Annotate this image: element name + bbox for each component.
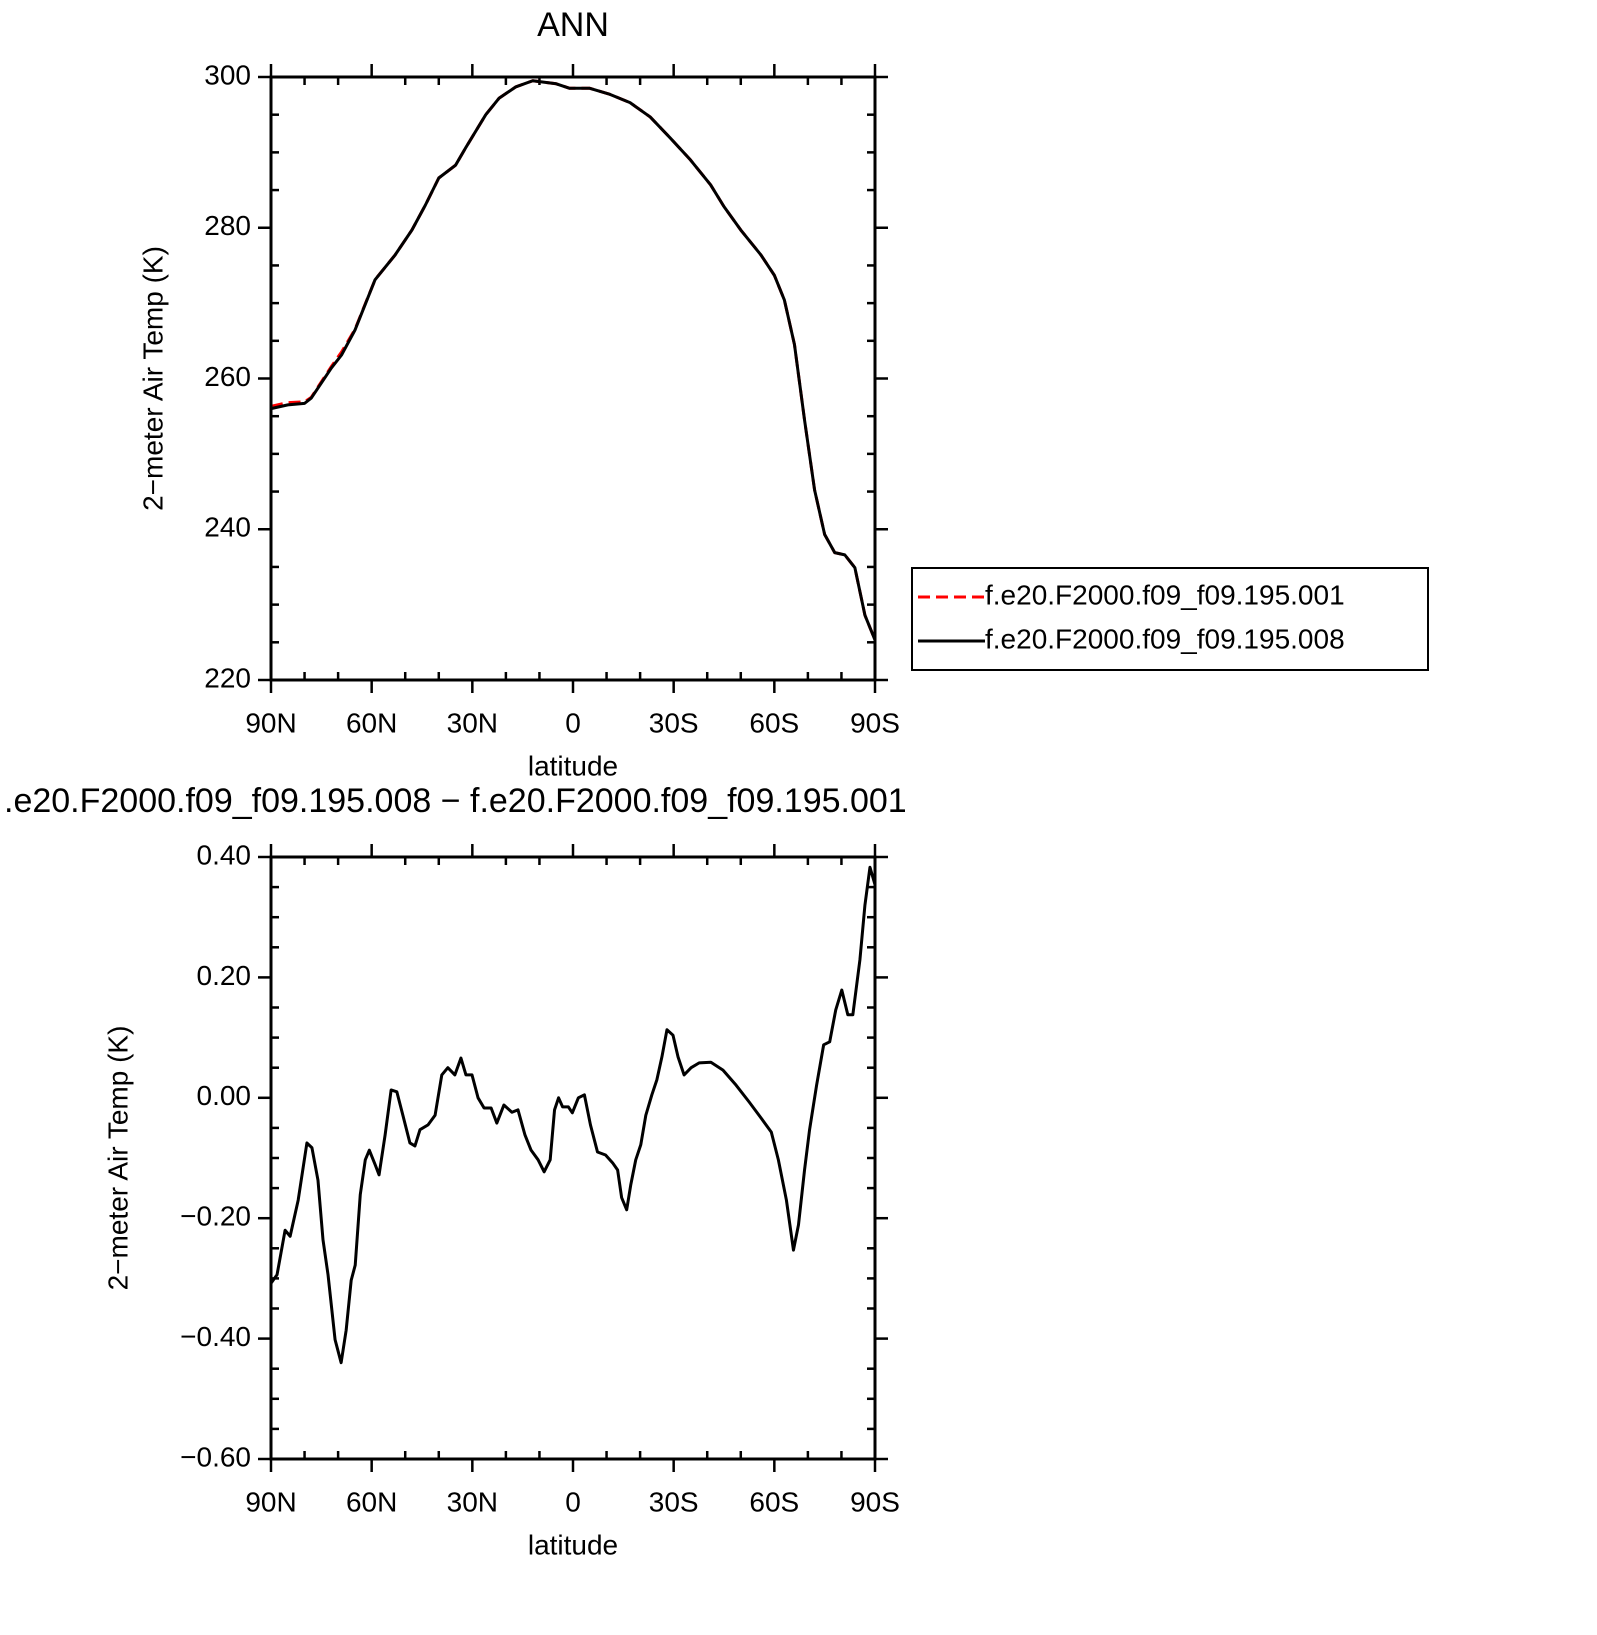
y-tick-label: 0.40	[197, 839, 252, 870]
x-tick-label: 60N	[346, 1486, 397, 1517]
y-tick-label: 300	[204, 59, 251, 90]
y-tick-label: −0.40	[180, 1321, 251, 1352]
legend-label: f.e20.F2000.f09_f09.195.008	[985, 623, 1345, 654]
chart-title: ANN	[537, 6, 609, 44]
y-tick-label: 240	[204, 512, 251, 543]
plot-frame	[269, 75, 877, 682]
x-axis-label: latitude	[528, 750, 618, 781]
data-line	[270, 79, 877, 641]
x-tick-label: 30S	[649, 707, 699, 738]
x-tick-label: 30S	[649, 1486, 699, 1517]
y-tick-label: 280	[204, 210, 251, 241]
x-tick-label: 0	[565, 1486, 581, 1517]
x-tick-label: 90N	[245, 1486, 296, 1517]
x-tick-label: 30N	[447, 1486, 498, 1517]
plot-frame	[269, 855, 877, 1461]
legend-label: f.e20.F2000.f09_f09.195.001	[985, 579, 1345, 610]
x-tick-label: 60S	[749, 707, 799, 738]
x-axis-label: latitude	[528, 1529, 618, 1560]
x-tick-label: 0	[565, 707, 581, 738]
x-tick-label: 90S	[850, 1486, 900, 1517]
x-tick-label: 60S	[749, 1486, 799, 1517]
y-axis-label: 2−meter Air Temp (K)	[102, 1026, 133, 1291]
data-line	[269, 865, 877, 1365]
y-tick-label: 0.20	[197, 960, 252, 991]
x-tick-label: 60N	[346, 707, 397, 738]
y-tick-label: 0.00	[197, 1080, 252, 1111]
chart-title: .e20.F2000.f09_f09.195.008 − f.e20.F2000…	[4, 782, 907, 820]
x-tick-label: 90S	[850, 707, 900, 738]
y-tick-label: −0.60	[180, 1441, 251, 1472]
y-tick-label: 220	[204, 662, 251, 693]
y-tick-label: −0.20	[180, 1201, 251, 1232]
x-tick-label: 30N	[447, 707, 498, 738]
data-line	[270, 79, 877, 641]
x-tick-label: 90N	[245, 707, 296, 738]
legend-box	[911, 567, 1429, 671]
y-tick-label: 260	[204, 361, 251, 392]
y-axis-label: 2−meter Air Temp (K)	[137, 246, 168, 511]
